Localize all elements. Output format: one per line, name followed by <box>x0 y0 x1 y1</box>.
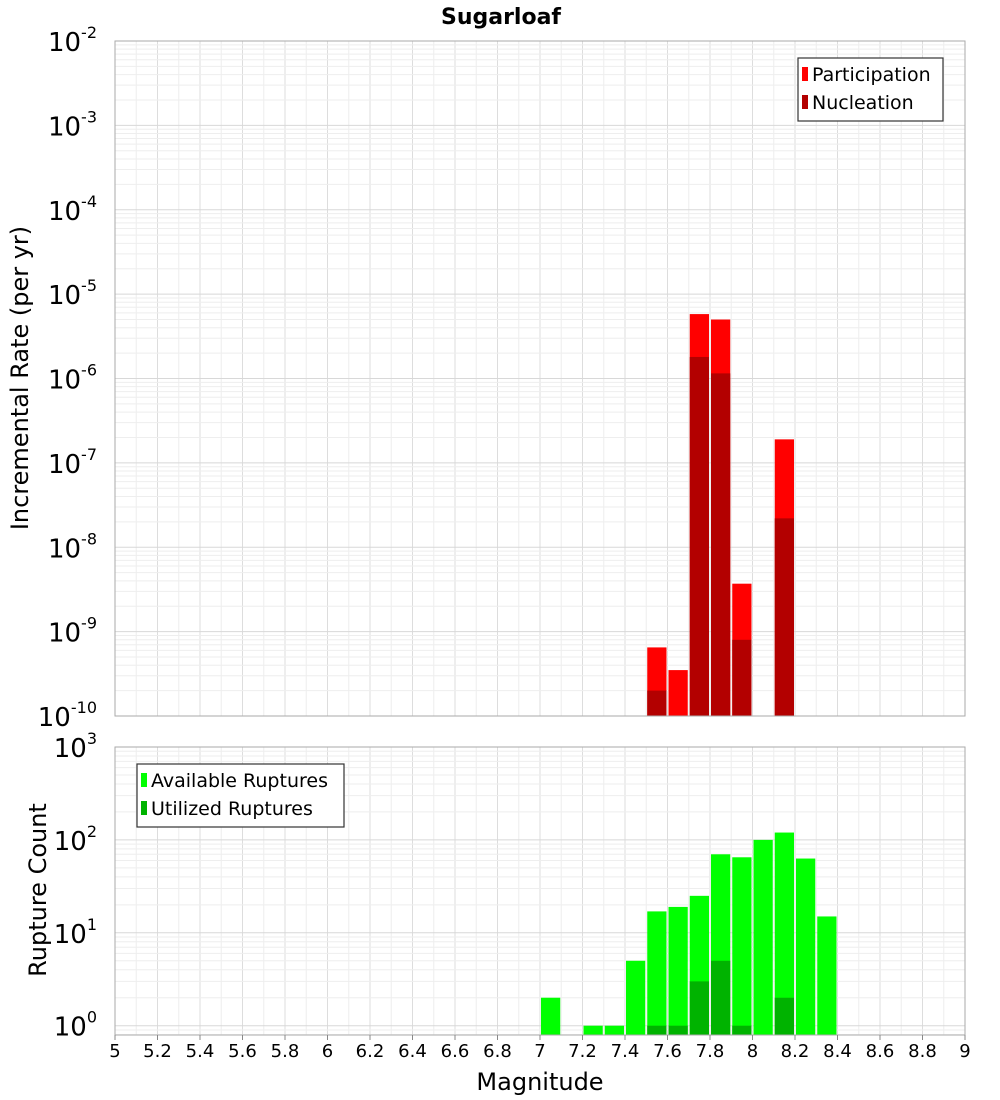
bottom-bar-available-ruptures <box>541 997 561 1035</box>
bottom-bar-available-ruptures <box>774 832 794 1035</box>
bottom-legend-swatch <box>141 801 147 815</box>
x-tick-label: 6.8 <box>483 1041 512 1062</box>
bottom-bar-utilized-ruptures <box>732 1025 752 1035</box>
top-plot-frame <box>114 40 966 717</box>
x-tick-label: 5.6 <box>228 1041 257 1062</box>
top-y-tick-label: 10-4 <box>48 192 97 227</box>
top-y-tick-label: 10-7 <box>48 445 97 480</box>
chart-title: Sugarloaf <box>441 5 561 30</box>
top-legend: Participation Nucleation <box>797 57 944 122</box>
bottom-legend-label: Utilized Ruptures <box>151 798 313 820</box>
bottom-bar-available-ruptures <box>626 960 646 1035</box>
x-tick-label: 8.2 <box>781 1041 810 1062</box>
top-bar-participation <box>668 670 688 716</box>
x-tick-label: 7.4 <box>611 1041 640 1062</box>
bottom-bar-utilized-ruptures <box>774 997 794 1035</box>
top-legend-swatch <box>802 67 808 81</box>
bottom-legend-box <box>136 763 345 828</box>
top-legend-label: Participation <box>812 64 931 86</box>
top-panel: 10-2 10-3 10-4 10-5 10-6 10-7 10-8 10-9 10-10 Par… <box>38 23 966 733</box>
top-legend-box <box>797 57 944 122</box>
top-bar-nucleation <box>647 690 667 716</box>
bottom-y-tick-label: 103 <box>54 729 97 764</box>
bottom-bar-utilized-ruptures <box>647 1025 667 1035</box>
bottom-legend: Available Ruptures Utilized Ruptures <box>136 763 345 828</box>
top-bar-nucleation <box>689 356 709 716</box>
x-tick-label: 6.4 <box>398 1041 427 1062</box>
x-tick-label: 8 <box>747 1041 758 1062</box>
bottom-y-tick-label: 101 <box>54 915 97 950</box>
top-y-axis-label: Incremental Rate (per yr) <box>6 226 34 530</box>
x-tick-label: 8.4 <box>823 1041 852 1062</box>
top-bar-nucleation <box>774 518 794 716</box>
x-tick-label: 9 <box>959 1041 970 1062</box>
bottom-bar-utilized-ruptures <box>711 960 731 1035</box>
top-y-tick-label: 10-10 <box>38 698 97 733</box>
bottom-y-axis-label: Rupture Count <box>24 803 52 977</box>
top-legend-label: Nucleation <box>812 92 914 114</box>
top-y-tick-label: 10-9 <box>48 614 97 649</box>
top-y-tick-label: 10-2 <box>48 23 97 58</box>
bottom-bar-available-ruptures <box>647 911 667 1035</box>
top-y-tick-label: 10-6 <box>48 361 97 396</box>
bottom-bar-available-ruptures <box>796 858 816 1035</box>
bottom-bar-available-ruptures <box>732 857 752 1035</box>
bottom-bar-available-ruptures <box>817 916 837 1035</box>
top-y-tick-label: 10-5 <box>48 276 97 311</box>
x-tick-label: 6.2 <box>356 1041 385 1062</box>
bottom-legend-label: Available Ruptures <box>151 770 328 792</box>
bottom-bar-utilized-ruptures <box>689 981 709 1035</box>
x-tick-label: 7.6 <box>653 1041 682 1062</box>
bottom-y-tick-label: 102 <box>54 822 97 857</box>
x-tick-label: 7.2 <box>568 1041 597 1062</box>
x-tick-label: 7 <box>534 1041 545 1062</box>
bottom-bar-available-ruptures <box>604 1025 624 1035</box>
x-tick-label: 5.2 <box>143 1041 172 1062</box>
x-tick-label: 5.8 <box>271 1041 300 1062</box>
x-tick-label: 8.6 <box>866 1041 895 1062</box>
top-bar-nucleation <box>732 639 752 716</box>
top-y-tick-label: 10-3 <box>48 107 97 142</box>
x-tick-label: 6.6 <box>441 1041 470 1062</box>
x-axis-label: Magnitude <box>476 1068 603 1096</box>
x-tick-label: 8.8 <box>908 1041 937 1062</box>
top-bar-nucleation <box>711 373 731 716</box>
x-tick-label: 5 <box>109 1041 120 1062</box>
x-tick-label: 7.8 <box>696 1041 725 1062</box>
bottom-y-tick-label: 100 <box>54 1008 97 1043</box>
top-legend-swatch <box>802 95 808 109</box>
x-tick-label: 6 <box>322 1041 333 1062</box>
bottom-bar-available-ruptures <box>753 839 773 1035</box>
bottom-bar-utilized-ruptures <box>668 1025 688 1035</box>
top-y-tick-label: 10-8 <box>48 529 97 564</box>
bottom-bar-available-ruptures <box>668 906 688 1035</box>
bottom-bar-available-ruptures <box>583 1025 603 1035</box>
x-tick-label: 5.4 <box>186 1041 215 1062</box>
bottom-legend-swatch <box>141 773 147 787</box>
bottom-panel: 103 102 101 100 5 5.2 5.4 5.6 5.8 6 6.2 6.4 6.6 6.8 7 7… <box>54 729 971 1062</box>
